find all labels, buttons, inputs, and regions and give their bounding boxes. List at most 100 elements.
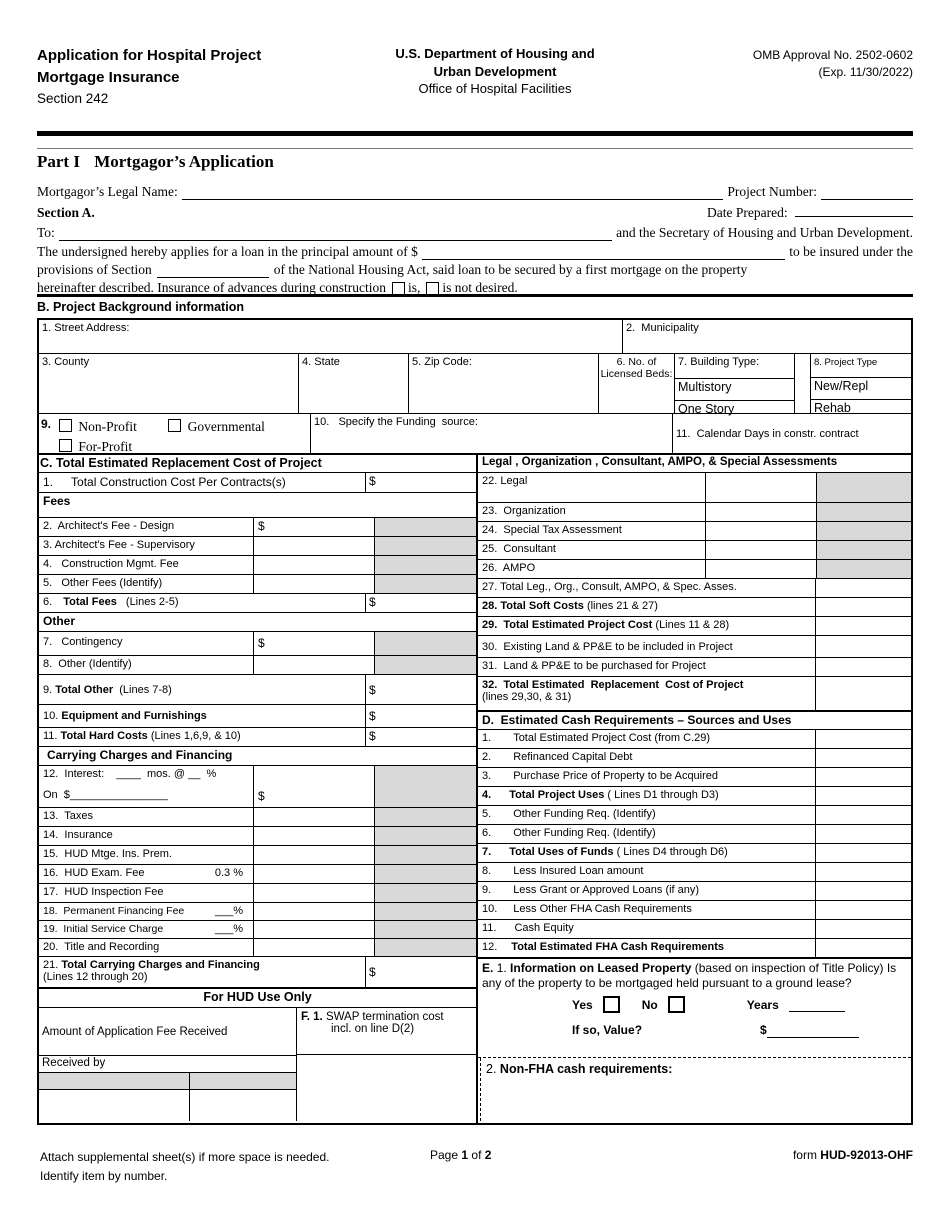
r29-amount-cell[interactable] [815, 617, 911, 635]
c3-amount-cell[interactable] [253, 537, 374, 555]
calendar-days-cell[interactable]: 11. Calendar Days in constr. contract [672, 413, 911, 453]
nonfha-box[interactable]: 2. Non-FHA cash requirements: [478, 1057, 911, 1121]
swap-termination-cell[interactable]: F. 1. SWAP termination cost incl. on lin… [297, 1008, 476, 1055]
years-blank[interactable] [788, 997, 845, 1012]
value-blank[interactable] [766, 1023, 859, 1038]
funding-source-cell[interactable]: 10. Specify the Funding source: [310, 413, 672, 453]
c2-hud-cell[interactable] [374, 518, 476, 536]
r25-amount-cell[interactable] [705, 541, 816, 559]
d5-amount-cell[interactable] [815, 806, 911, 824]
d10-amount-cell[interactable] [815, 901, 911, 919]
r25-hud-cell[interactable] [816, 541, 911, 559]
application-fee-cell[interactable]: Amount of Application Fee Received [39, 1008, 297, 1056]
c5-amount-cell[interactable] [253, 575, 374, 593]
c1-amount-cell[interactable]: $ [365, 473, 476, 492]
r24-amount-cell[interactable] [705, 522, 816, 540]
c19-amount-cell[interactable] [253, 921, 374, 938]
c19-rate-blank[interactable]: ___% [214, 923, 243, 935]
c2-amount-cell[interactable]: $ [253, 518, 374, 536]
street-address-cell[interactable]: 1. Street Address: [39, 320, 622, 353]
project-number-blank[interactable] [821, 185, 913, 200]
building-type-multistory[interactable]: Multistory [675, 378, 794, 400]
c12-months-blank[interactable]: ____ [116, 768, 141, 780]
c7-amount-cell[interactable]: $ [253, 632, 374, 655]
c8-amount-cell[interactable] [253, 656, 374, 674]
d3-amount-cell[interactable] [815, 768, 911, 786]
hud-grey-row[interactable] [39, 1073, 297, 1090]
r23-hud-cell[interactable] [816, 503, 911, 521]
c9-amount-cell[interactable]: $ [365, 675, 476, 704]
c4-amount-cell[interactable] [253, 556, 374, 574]
d7-amount-cell[interactable] [815, 844, 911, 862]
r22-amount-cell[interactable] [705, 473, 816, 502]
c8-hud-cell[interactable] [374, 656, 476, 674]
c18-hud-cell[interactable] [374, 903, 476, 920]
nonprofit-checkbox[interactable] [59, 419, 73, 432]
r22-hud-cell[interactable] [816, 473, 911, 502]
d4-amount-cell[interactable] [815, 787, 911, 805]
c18-rate-blank[interactable]: ___% [214, 905, 243, 917]
r31-amount-cell[interactable] [815, 658, 911, 676]
r26-amount-cell[interactable] [705, 560, 816, 578]
to-blank[interactable] [58, 226, 613, 241]
c7-hud-cell[interactable] [374, 632, 476, 655]
c20-hud-cell[interactable] [374, 939, 476, 956]
r32-amount-cell[interactable] [815, 677, 911, 710]
c13-hud-cell[interactable] [374, 808, 476, 826]
d1-amount-cell[interactable] [815, 730, 911, 748]
mortgagor-name-blank[interactable] [181, 185, 724, 200]
c15-amount-cell[interactable] [253, 846, 374, 864]
project-type-rehab[interactable]: Rehab [811, 399, 911, 421]
lease-yes-checkbox[interactable] [602, 996, 620, 1013]
c16-hud-cell[interactable] [374, 865, 476, 883]
d2-amount-cell[interactable] [815, 749, 911, 767]
d11-amount-cell[interactable] [815, 920, 911, 938]
loan-amount-blank[interactable] [421, 245, 786, 260]
c17-hud-cell[interactable] [374, 884, 476, 902]
section-number-blank[interactable] [156, 263, 269, 278]
c21-amount-cell[interactable]: $ [365, 957, 476, 987]
hud-white-row[interactable] [39, 1090, 297, 1121]
d12-amount-cell[interactable] [815, 939, 911, 957]
lease-no-checkbox[interactable] [667, 996, 685, 1013]
c12-amount-cell[interactable]: $ [253, 766, 374, 807]
state-cell[interactable]: 4. State [298, 353, 408, 413]
c6-amount-cell[interactable]: $ [365, 594, 476, 612]
r28-amount-cell[interactable] [815, 598, 911, 616]
forprofit-checkbox[interactable] [59, 438, 73, 452]
building-type-onestory[interactable]: One Story [675, 400, 794, 422]
c20-amount-cell[interactable] [253, 939, 374, 956]
project-type-newrepl[interactable]: New/Repl [811, 377, 911, 399]
c18-amount-cell[interactable] [253, 903, 374, 920]
received-by-cell[interactable]: Received by [39, 1056, 297, 1073]
licensed-beds-cell[interactable]: 6. No. of Licensed Beds: [598, 353, 674, 413]
c11-amount-cell[interactable]: $ [365, 728, 476, 746]
c12-on-blank[interactable]: ________________ [69, 789, 168, 801]
governmental-checkbox[interactable] [168, 419, 182, 432]
county-cell[interactable]: 3. County [39, 353, 298, 413]
date-prepared-blank[interactable] [795, 202, 913, 217]
municipality-cell[interactable]: 2. Municipality [622, 320, 911, 353]
d8-amount-cell[interactable] [815, 863, 911, 881]
c16-amount-cell[interactable] [253, 865, 374, 883]
insurance-isnot-checkbox[interactable] [426, 281, 440, 295]
c13-amount-cell[interactable] [253, 808, 374, 826]
c14-amount-cell[interactable] [253, 827, 374, 845]
c5-hud-cell[interactable] [374, 575, 476, 593]
c15-hud-cell[interactable] [374, 846, 476, 864]
r24-hud-cell[interactable] [816, 522, 911, 540]
zip-cell[interactable]: 5. Zip Code: [408, 353, 598, 413]
c3-hud-cell[interactable] [374, 537, 476, 555]
r26-hud-cell[interactable] [816, 560, 911, 578]
c10-amount-cell[interactable]: $ [365, 705, 476, 727]
c17-amount-cell[interactable] [253, 884, 374, 902]
r30-amount-cell[interactable] [815, 636, 911, 657]
c19-hud-cell[interactable] [374, 921, 476, 938]
d9-amount-cell[interactable] [815, 882, 911, 900]
insurance-is-checkbox[interactable] [391, 281, 405, 295]
r23-amount-cell[interactable] [705, 503, 816, 521]
r27-amount-cell[interactable] [815, 579, 911, 597]
d6-amount-cell[interactable] [815, 825, 911, 843]
c12-hud-cell[interactable] [374, 766, 476, 807]
c4-hud-cell[interactable] [374, 556, 476, 574]
